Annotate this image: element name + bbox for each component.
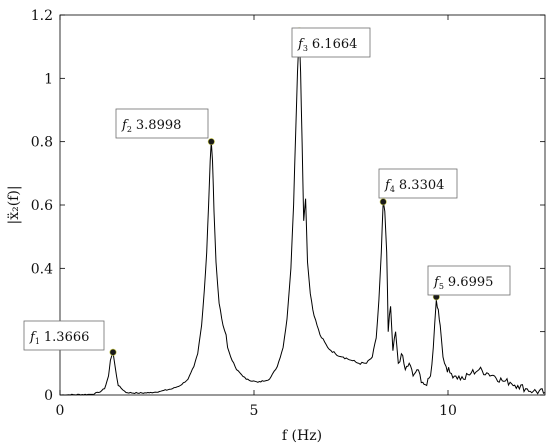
peak-label-subscript: 3: [303, 44, 308, 53]
peak-label-box-2: [115, 108, 209, 139]
peak-label-symbol: f: [297, 37, 305, 52]
y-tick-label: 0.8: [31, 135, 53, 151]
x-tick-label: 5: [250, 403, 259, 419]
peak-label-text-1: f1 1.3666: [29, 330, 89, 346]
peak-marker-2: [207, 138, 215, 146]
y-tick-label: 0.4: [31, 261, 53, 277]
peak-label-value: 9.6995: [448, 275, 494, 290]
x-tick-label: 10: [439, 403, 457, 419]
peak-label-subscript: 1: [35, 337, 40, 346]
x-axis-ticks: 0 5 10: [56, 15, 457, 419]
peak-label-text-4: f4 8.3304: [384, 178, 444, 194]
y-tick-label: 1: [44, 71, 53, 87]
peak-label-subscript: 5: [439, 282, 444, 291]
peak-label-text-2: f2 3.8998: [121, 118, 181, 134]
y-tick-label: 0.6: [31, 198, 53, 214]
plot-area: [59, 14, 546, 396]
peak-marker-1: [109, 348, 117, 356]
peak-label-value: 8.3304: [399, 178, 445, 193]
peak-label-symbol: f: [384, 178, 392, 193]
y-tick-label: 1.2: [31, 8, 53, 24]
spectrum-line: [60, 30, 546, 396]
peak-label-value: 6.1664: [312, 37, 358, 52]
peak-label-value: 1.3666: [44, 330, 90, 345]
peak-marker-4: [379, 198, 387, 206]
peak-label-text-5: f5 9.6995: [433, 275, 493, 291]
peak-label-symbol: f: [121, 118, 129, 133]
peak-label-box-5: [427, 265, 511, 296]
y-tick-label: 0: [44, 388, 53, 404]
peak-label-subscript: 4: [390, 185, 395, 194]
peak-label-symbol: f: [433, 275, 441, 290]
peak-label-text-3: f3 6.1664: [297, 37, 357, 53]
x-axis-label: f (Hz): [282, 428, 322, 444]
y-axis-label: |ẍ₂(f)|: [6, 185, 22, 224]
peak-label-symbol: f: [29, 330, 37, 345]
peak-label-subscript: 2: [127, 125, 132, 134]
peak-label-box-1: [23, 320, 105, 351]
peak-label-value: 3.8998: [136, 118, 182, 133]
x-tick-label: 0: [56, 403, 65, 419]
peak-label-box-4: [378, 168, 458, 199]
peak-label-box-3: [291, 27, 371, 58]
